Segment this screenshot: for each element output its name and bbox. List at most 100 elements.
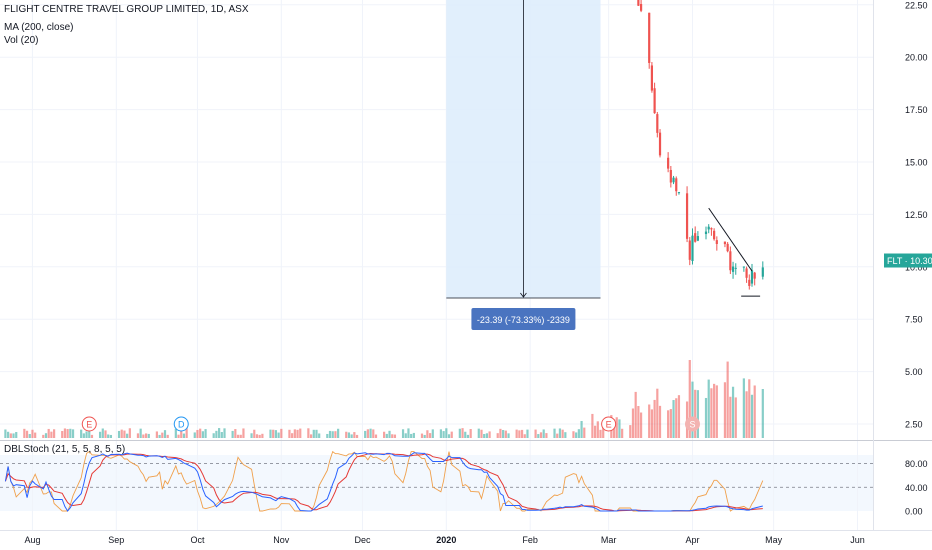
event-marker[interactable]: E — [601, 416, 617, 432]
event-marker-circle — [684, 416, 700, 432]
volume-bar — [669, 409, 672, 438]
oscillator-axis[interactable]: 80.00 40.00 0.00 — [905, 459, 928, 516]
volume-bar — [242, 428, 245, 438]
measure-label: -23.39 (-73.33%) -2339 — [477, 315, 570, 325]
volume-bar — [204, 429, 207, 438]
volume-bar — [542, 429, 545, 438]
time-tick-label: Oct — [190, 535, 205, 545]
volume-bar — [688, 360, 691, 438]
volume-bar — [621, 428, 624, 438]
volume-bar — [404, 433, 407, 438]
volume-bar — [23, 428, 26, 438]
volume-legend[interactable]: Vol (20) — [4, 35, 39, 46]
candle-body — [729, 251, 732, 271]
volume-bar — [293, 429, 296, 438]
ma-legend[interactable]: MA (200, close) — [4, 22, 74, 33]
candle-body — [637, 0, 640, 6]
time-tick-label: Mar — [601, 535, 617, 545]
volume-bar — [439, 429, 443, 438]
candle-body — [707, 226, 710, 230]
volume-bar — [369, 428, 372, 438]
time-tick-label: Feb — [522, 535, 538, 545]
volume-bar — [707, 379, 710, 438]
volume-bar — [215, 430, 218, 438]
volume-bar — [88, 428, 91, 438]
volume-bar — [618, 419, 621, 438]
volume-bar — [750, 394, 754, 438]
volume-bar — [328, 430, 332, 438]
volume-bar — [53, 429, 56, 438]
volume-bar — [704, 397, 708, 438]
candle-body — [675, 178, 678, 192]
measurement-tool[interactable]: -23.39 (-73.33%) -2339 — [446, 0, 601, 331]
oscillator-legend[interactable]: DBLStoch (21, 5, 5, 8, 5, 5) — [4, 444, 126, 455]
volume-bar — [383, 431, 386, 438]
volume-bar — [599, 429, 602, 438]
volume-bar — [155, 431, 158, 438]
symbol-legend[interactable]: FLIGHT CENTRE TRAVEL GROUP LIMITED, 1D, … — [4, 4, 249, 15]
volume-bar — [69, 428, 72, 438]
volume-bar — [218, 428, 221, 438]
volume-bar — [591, 413, 594, 438]
event-marker[interactable]: S — [684, 416, 700, 432]
candle-body — [745, 268, 748, 278]
volume-bar — [31, 429, 34, 438]
volume-bar — [258, 434, 261, 438]
volume-bar — [236, 434, 240, 438]
oscillator-tick-label: 80.00 — [905, 459, 928, 469]
volume-bar — [694, 389, 697, 438]
volume-bar — [558, 428, 562, 438]
volume-bar — [277, 432, 280, 438]
volume-bar — [372, 429, 375, 438]
volume-bar — [50, 431, 53, 438]
volume-bar — [715, 385, 718, 438]
time-axis[interactable]: AugSepOctNovDec2020FebMarAprMayJunJul — [0, 530, 932, 546]
event-marker[interactable]: D — [173, 416, 189, 432]
volume-bar — [488, 431, 491, 438]
measure-arrow-head — [520, 292, 527, 298]
price-tick-label: 17.50 — [905, 105, 928, 115]
volume-bar — [101, 428, 104, 438]
overlay-lines — [708, 207, 761, 297]
volume-bar — [350, 434, 353, 438]
volume-bar — [466, 434, 470, 438]
volume-bar — [602, 426, 605, 438]
time-tick-label: Dec — [354, 535, 371, 545]
event-marker-label: E — [606, 420, 612, 430]
volume-bar — [136, 433, 140, 438]
volume-bar — [393, 434, 397, 438]
volume-bar — [42, 434, 45, 438]
volume-bar — [307, 428, 310, 438]
price-candles — [637, 0, 764, 290]
volume-bar — [672, 400, 675, 438]
volume-bar — [458, 428, 461, 438]
volume-bar — [761, 389, 764, 438]
event-marker[interactable]: E — [81, 416, 97, 432]
candle-body — [723, 241, 727, 245]
volume-bar — [580, 420, 583, 438]
oscillator-lines — [0, 450, 873, 512]
time-tick-label: May — [765, 535, 783, 545]
candle-body — [650, 65, 654, 91]
volume-bar — [223, 428, 226, 438]
candle-body — [731, 266, 735, 272]
volume-bar — [15, 432, 18, 438]
volume-bar — [553, 428, 556, 438]
volume-bar — [539, 432, 543, 438]
volume-bar — [239, 434, 242, 438]
volume-bar — [650, 409, 654, 438]
volume-bar — [710, 388, 713, 438]
price-axis[interactable]: 42.5040.0037.5035.0032.5030.0027.5025.00… — [884, 0, 932, 430]
volume-bar — [431, 429, 434, 438]
candle-body — [748, 279, 751, 286]
candle-body — [761, 267, 764, 277]
volume-bar — [499, 428, 502, 438]
volume-bar — [726, 361, 729, 438]
candle-body — [715, 240, 718, 244]
volume-bar — [596, 421, 599, 438]
oscillator-tick-label: 0.00 — [905, 507, 923, 517]
volume-bar — [261, 433, 264, 438]
volume-bar — [345, 431, 348, 438]
